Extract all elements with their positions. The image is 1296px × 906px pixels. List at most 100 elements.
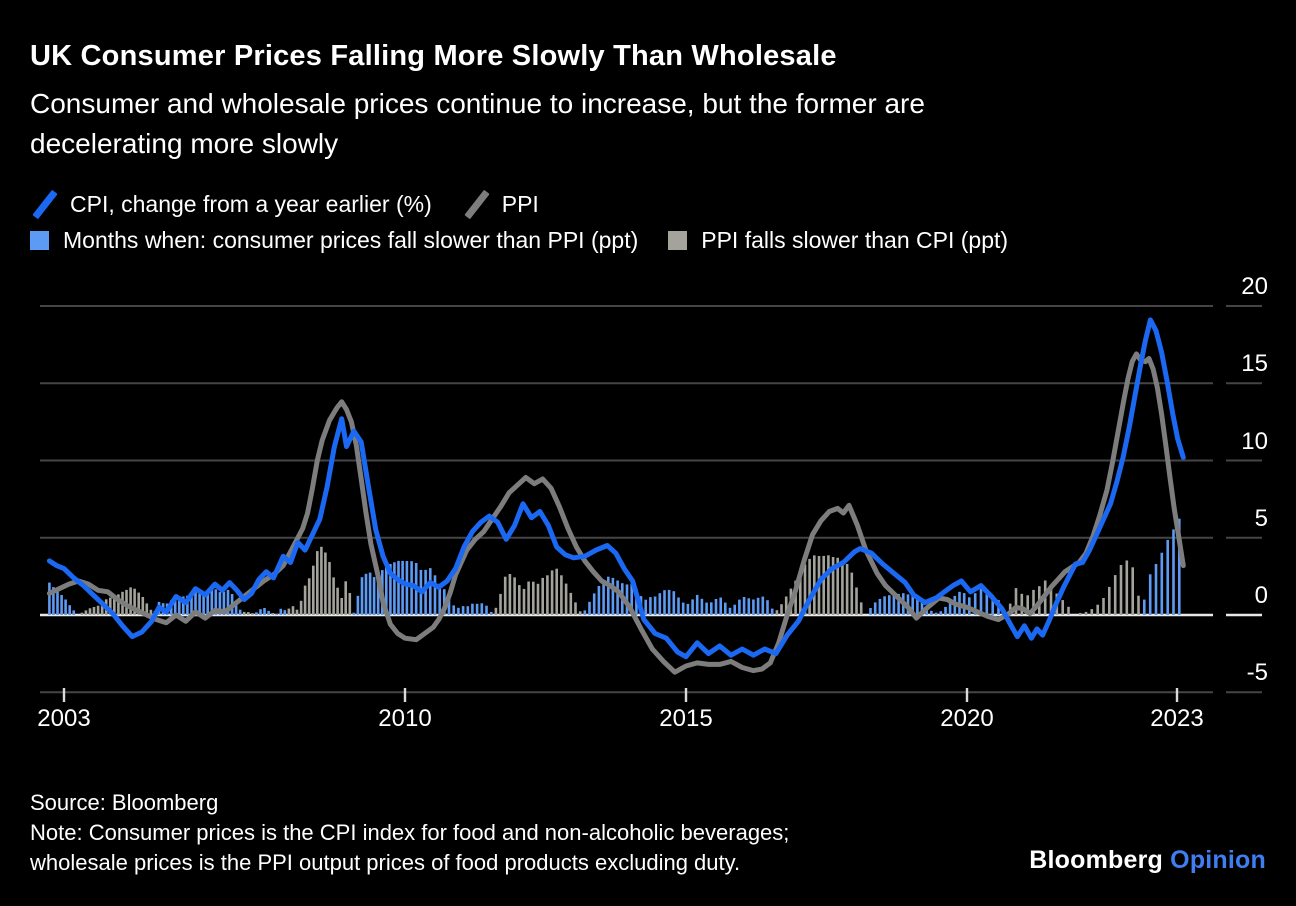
bar-cpi-slower-fall	[873, 602, 877, 615]
bar-ppi-slower-fall	[831, 557, 835, 615]
bar-cpi-slower-fall	[892, 594, 896, 615]
bar-cpi-slower-fall	[206, 591, 209, 615]
bar-ppi-slower-fall	[96, 605, 100, 615]
bar-cpi-slower-fall	[588, 601, 591, 615]
bar-cpi-slower-fall	[1178, 518, 1181, 615]
bar-ppi-slower-fall	[129, 587, 132, 615]
legend-item-ppi-bars: PPI falls slower than CPI (ppt)	[668, 227, 1008, 254]
bar-ppi-slower-fall	[799, 571, 802, 615]
bar-cpi-slower-fall	[401, 560, 404, 615]
legend-item-cpi-bars: Months when: consumer prices fall slower…	[30, 227, 638, 254]
logo-bloomberg-text: Bloomberg	[1029, 846, 1164, 874]
legend-ppi-bar-label: PPI falls slower than CPI (ppt)	[701, 227, 1009, 253]
bar-cpi-slower-fall	[360, 577, 364, 615]
bar-ppi-slower-fall	[332, 577, 335, 615]
legend-row-bars: Months when: consumer prices fall slower…	[30, 227, 1008, 254]
bar-ppi-slower-fall	[113, 596, 116, 615]
bar-cpi-slower-fall	[1148, 574, 1152, 615]
bar-cpi-slower-fall	[210, 589, 214, 615]
bar-ppi-slower-fall	[555, 568, 558, 615]
bar-ppi-slower-fall	[1078, 612, 1082, 615]
bar-cpi-slower-fall	[452, 605, 455, 615]
bar-cpi-slower-fall	[433, 575, 437, 615]
bar-ppi-slower-fall	[149, 609, 153, 615]
bar-cpi-slower-fall	[672, 591, 676, 615]
bar-cpi-slower-fall	[372, 577, 376, 615]
bar-cpi-slower-fall	[691, 599, 694, 615]
y-axis-label: 0	[1254, 582, 1268, 609]
page-subtitle: Consumer and wholesale prices continue t…	[30, 84, 925, 164]
bar-ppi-slower-fall	[578, 611, 582, 615]
bar-ppi-slower-fall	[546, 575, 549, 615]
bar-ppi-slower-fall	[88, 608, 92, 615]
bar-cpi-slower-fall	[214, 589, 218, 615]
bar-cpi-slower-fall	[60, 595, 63, 615]
bar-ppi-slower-fall	[312, 565, 315, 615]
bar-ppi-slower-fall	[80, 612, 84, 615]
bar-cpi-slower-fall	[218, 592, 222, 615]
bar-cpi-slower-fall	[766, 600, 769, 615]
bar-cpi-slower-fall	[695, 594, 699, 615]
bar-cpi-slower-fall	[226, 589, 230, 615]
bar-ppi-slower-fall	[550, 570, 554, 615]
bar-cpi-slower-fall	[934, 612, 938, 615]
bar-ppi-slower-fall	[117, 594, 120, 615]
bar-cpi-slower-fall	[376, 577, 380, 615]
bar-ppi-slower-fall	[780, 604, 783, 615]
bar-cpi-slower-fall	[397, 560, 400, 615]
bar-ppi-slower-fall	[251, 613, 254, 615]
bar-cpi-slower-fall	[724, 602, 727, 615]
bar-cpi-slower-fall	[597, 586, 601, 615]
bar-cpi-slower-fall	[700, 598, 704, 615]
bar-ppi-slower-fall	[536, 583, 540, 615]
bar-ppi-slower-fall	[518, 585, 521, 615]
bar-ppi-slower-fall	[303, 585, 307, 615]
bar-cpi-slower-fall	[710, 602, 713, 615]
bar-cpi-slower-fall	[52, 587, 55, 615]
bar-cpi-slower-fall	[878, 598, 882, 615]
logo-opinion-text: Opinion	[1170, 846, 1266, 874]
bar-cpi-slower-fall	[485, 605, 488, 615]
bar-cpi-slower-fall	[275, 614, 278, 615]
bar-cpi-slower-fall	[939, 611, 943, 615]
bar-cpi-slower-fall	[267, 610, 270, 615]
bar-cpi-slower-fall	[681, 602, 685, 615]
bar-ppi-slower-fall	[344, 581, 347, 615]
bar-cpi-slower-fall	[238, 609, 242, 615]
bar-cpi-slower-fall	[190, 593, 193, 615]
bar-cpi-slower-fall	[667, 589, 671, 615]
bar-ppi-slower-fall	[569, 592, 573, 615]
legend-cpi-line-label: CPI, change from a year earlier (%)	[70, 190, 432, 217]
bar-cpi-slower-fall	[714, 599, 718, 615]
y-axis-label: 15	[1241, 350, 1268, 378]
bar-cpi-slower-fall	[64, 599, 67, 615]
bar-ppi-slower-fall	[271, 613, 274, 615]
bar-ppi-slower-fall	[1061, 600, 1064, 615]
bar-cpi-slower-fall	[948, 601, 952, 615]
bar-ppi-slower-fall	[1137, 595, 1140, 615]
bar-ppi-slower-fall	[324, 552, 327, 615]
bar-cpi-slower-fall	[283, 610, 287, 615]
bar-cpi-slower-fall	[198, 591, 201, 615]
bar-ppi-slower-fall	[859, 602, 863, 615]
bar-cpi-slower-fall	[393, 562, 396, 615]
bar-cpi-slower-fall	[916, 595, 919, 615]
note-line-1: Note: Consumer prices is the CPI index f…	[30, 820, 790, 845]
bar-cpi-slower-fall	[438, 583, 441, 615]
bar-cpi-slower-fall	[705, 602, 708, 615]
bar-cpi-slower-fall	[48, 582, 51, 615]
bar-cpi-slower-fall	[202, 591, 205, 615]
bar-ppi-slower-fall	[1026, 595, 1029, 615]
bar-cpi-slower-fall	[653, 596, 657, 615]
bar-ppi-slower-fall	[827, 555, 830, 615]
bar-cpi-slower-fall	[644, 599, 647, 615]
bar-ppi-slower-fall	[855, 587, 858, 615]
bar-cpi-slower-fall	[389, 564, 392, 615]
bar-cpi-slower-fall	[352, 612, 356, 615]
bar-cpi-slower-fall	[1160, 552, 1164, 615]
bar-cpi-slower-fall	[686, 603, 690, 615]
bar-cpi-slower-fall	[405, 561, 409, 615]
bar-cpi-slower-fall	[991, 594, 994, 615]
bar-cpi-slower-fall	[985, 590, 989, 615]
bar-ppi-slower-fall	[527, 581, 530, 615]
